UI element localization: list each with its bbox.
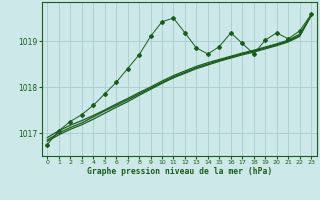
X-axis label: Graphe pression niveau de la mer (hPa): Graphe pression niveau de la mer (hPa) <box>87 167 272 176</box>
